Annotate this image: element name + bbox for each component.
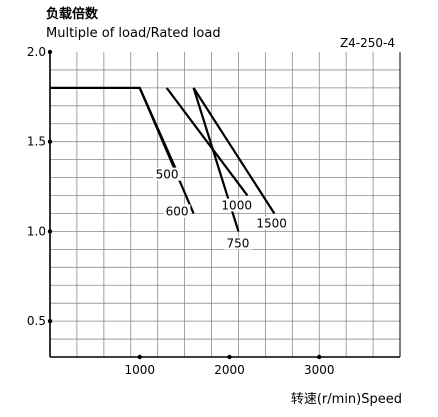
series-label-bg-750 (224, 236, 252, 250)
y-tick-mark (47, 139, 53, 144)
series-label-750: 750 (226, 236, 249, 250)
y-tick-label: 1.5 (27, 135, 46, 149)
x-tick-label: 1000 (124, 363, 155, 377)
axes (49, 52, 401, 358)
y-tick-mark (47, 318, 53, 324)
y-tick-mark (47, 49, 53, 55)
series-line-1500 (192, 87, 276, 215)
series-label-bg-500 (153, 167, 181, 181)
series-label-600: 600 (166, 204, 189, 218)
chart-title-english: Multiple of load/Rated load (46, 26, 221, 41)
series-labels: 500 600 750 1000 1500 (153, 167, 289, 250)
y-tick-mark (47, 229, 53, 234)
series-label-1500: 1500 (256, 216, 287, 230)
series-label-bg-1000 (219, 198, 254, 212)
series-label-bg-1500 (254, 216, 289, 230)
x-tick-label: 3000 (304, 363, 335, 377)
chart-title-chinese: 负载倍数 (46, 6, 99, 22)
x-axis-label: 转速(r/min)Speed (291, 392, 402, 407)
series-label-bg-600 (163, 204, 191, 218)
x-tick-mark (227, 354, 232, 360)
y-tick-label: 2.0 (27, 45, 46, 59)
series-label-1000: 1000 (221, 199, 252, 213)
series-line-1000 (165, 87, 249, 197)
series-line-600 (138, 87, 195, 214)
x-tick-label: 2000 (214, 363, 245, 377)
y-tick-label: 1.0 (27, 224, 46, 238)
x-tick-mark (317, 354, 322, 360)
series-label-500: 500 (156, 168, 179, 182)
y-tick-label: 0.5 (27, 314, 46, 328)
x-tick-mark (137, 354, 142, 360)
chart-code-label: Z4-250-4 (340, 36, 395, 50)
tick-labels: 0.5 1.0 1.5 2.0 1000 2000 3000 (27, 45, 335, 377)
